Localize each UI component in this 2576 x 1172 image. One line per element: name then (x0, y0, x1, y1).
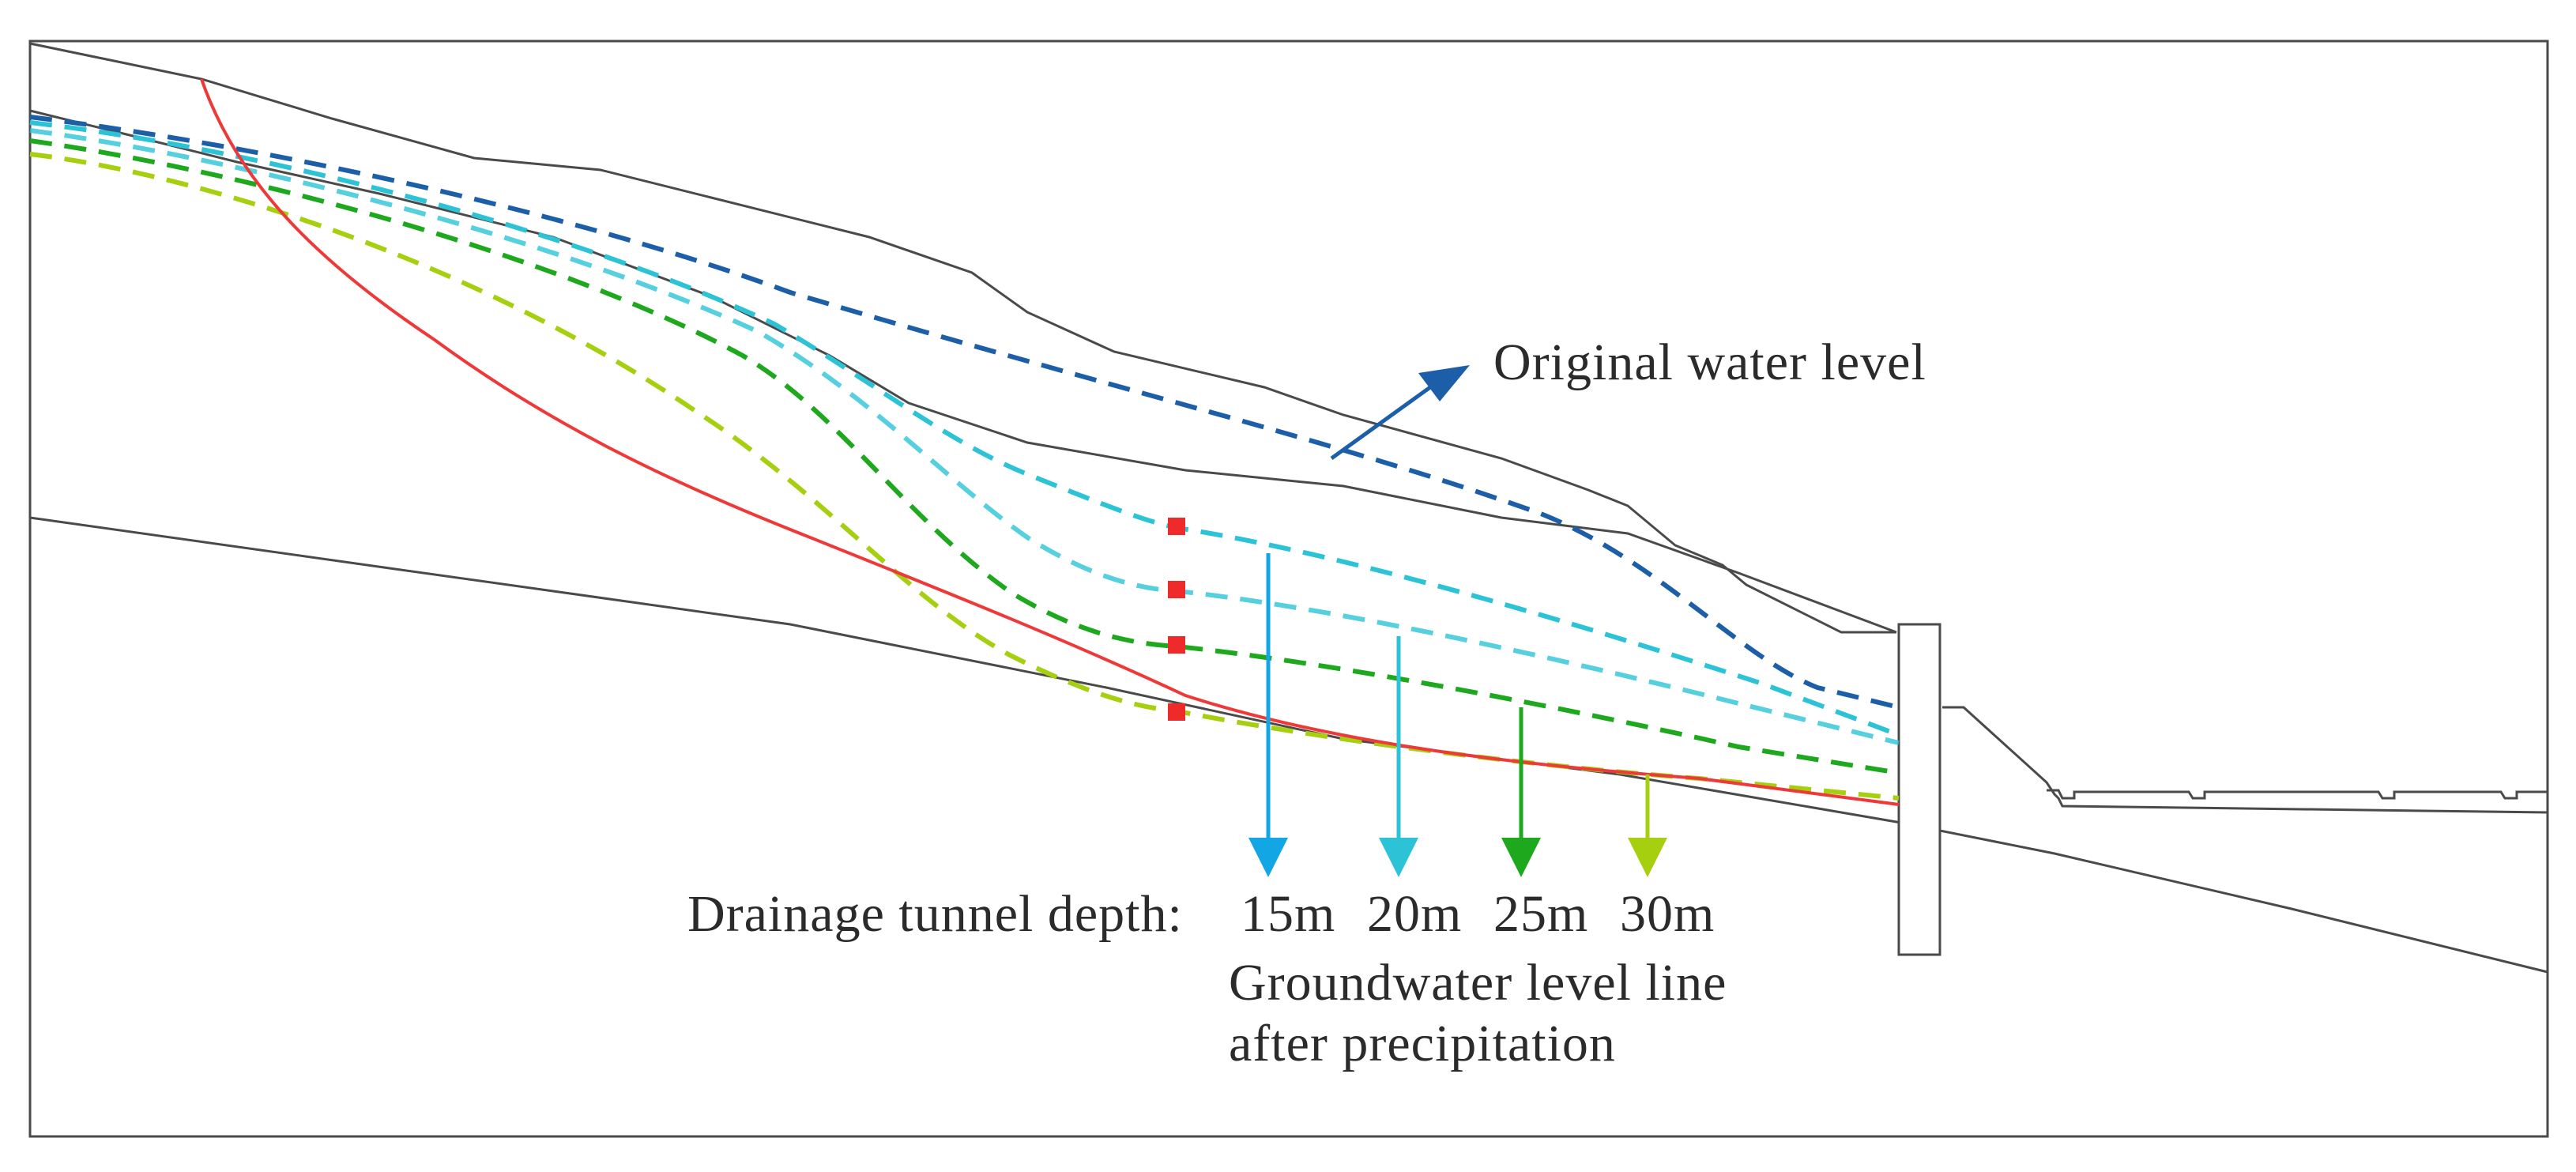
ground-surface-line (29, 42, 1896, 634)
diagram-frame (28, 40, 2549, 1138)
original-water-level-pointer (1330, 365, 1470, 461)
tunnel-marker-30m (1168, 703, 1185, 721)
drainage-depth-label: Drainage tunnel depth: (687, 885, 1183, 943)
depth-arrow-20m (1379, 636, 1418, 877)
road-profile-line (2047, 789, 2548, 800)
depth-arrow-15m (1248, 553, 1288, 877)
retaining-pile (1897, 623, 1941, 956)
depth-label-20m: 20m (1367, 885, 1462, 943)
slip-surface-line (200, 78, 1900, 806)
water-level-line-20m (29, 128, 1900, 745)
original-water-level-label: Original water level (1493, 334, 1926, 391)
water-level-line-30m (29, 152, 1900, 801)
slide-mass-boundary-line (29, 109, 1897, 634)
original-water-level-line (29, 115, 1900, 710)
water-level-line-15m (29, 120, 1900, 737)
toe-terrain-line (1942, 706, 2548, 814)
groundwater-label-line2: after precipitation (1229, 1015, 1616, 1072)
water-level-line-25m (29, 138, 1900, 775)
depth-arrow-30m (1628, 774, 1667, 877)
groundwater-label-line1: Groundwater level line (1229, 954, 1727, 1012)
depth-label-30m: 30m (1620, 885, 1715, 943)
tunnel-marker-15m (1168, 518, 1185, 535)
tunnel-marker-25m (1168, 636, 1185, 654)
depth-label-15m: 15m (1241, 885, 1335, 943)
tunnel-marker-20m (1168, 581, 1185, 598)
depth-arrow-25m (1501, 707, 1541, 877)
depth-label-25m: 25m (1493, 885, 1588, 943)
